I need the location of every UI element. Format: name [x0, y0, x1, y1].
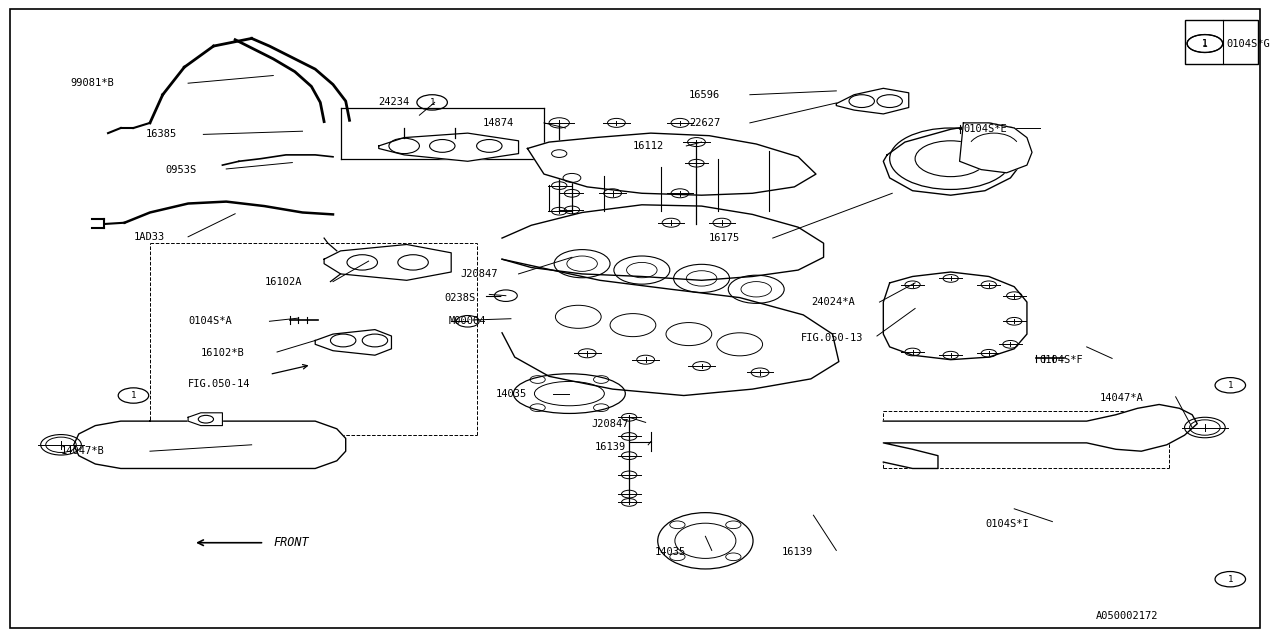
Text: 0953S: 0953S [165, 164, 196, 175]
Text: 1: 1 [131, 391, 136, 400]
Polygon shape [502, 205, 823, 280]
Text: 14035: 14035 [495, 388, 527, 399]
Polygon shape [324, 244, 451, 280]
Text: 1: 1 [1228, 381, 1233, 390]
Text: J20847: J20847 [591, 419, 628, 429]
Text: 1: 1 [1228, 575, 1233, 584]
Text: J20847: J20847 [460, 269, 498, 279]
Polygon shape [379, 133, 518, 161]
Text: 0238S: 0238S [445, 292, 476, 303]
Text: 0104S*G: 0104S*G [1226, 38, 1270, 49]
Text: 14047*A: 14047*A [1100, 393, 1143, 403]
Text: FRONT: FRONT [273, 536, 308, 549]
Text: 1AD33: 1AD33 [133, 232, 165, 242]
Text: 0104S*I: 0104S*I [986, 518, 1029, 529]
Polygon shape [836, 88, 909, 114]
Text: 24024*A: 24024*A [810, 297, 855, 307]
Text: 16175: 16175 [709, 233, 740, 243]
Text: 1: 1 [1202, 39, 1207, 48]
Polygon shape [502, 259, 838, 396]
Text: 0104S*A: 0104S*A [188, 316, 232, 326]
Text: 24234: 24234 [379, 97, 410, 108]
Polygon shape [527, 133, 815, 195]
Text: 14035: 14035 [654, 547, 686, 557]
Text: 0104S*E: 0104S*E [964, 124, 1007, 134]
Text: 16139: 16139 [595, 442, 626, 452]
Polygon shape [315, 330, 392, 355]
Text: 14874: 14874 [483, 118, 515, 128]
Text: 99081*B: 99081*B [70, 78, 114, 88]
Text: 1: 1 [1202, 38, 1208, 49]
Text: 22627: 22627 [689, 118, 721, 128]
Text: M00004: M00004 [449, 316, 486, 326]
Polygon shape [188, 413, 223, 426]
Text: 16102A: 16102A [265, 276, 302, 287]
Polygon shape [883, 404, 1197, 468]
Text: 16102*B: 16102*B [201, 348, 244, 358]
Polygon shape [883, 123, 1027, 195]
Text: 14047*B: 14047*B [61, 446, 105, 456]
Text: 16596: 16596 [689, 90, 721, 100]
Text: FIG.050-14: FIG.050-14 [188, 379, 251, 389]
Polygon shape [74, 421, 346, 468]
Bar [1184, 20, 1258, 64]
Text: A050002172: A050002172 [1096, 611, 1158, 621]
Text: 16139: 16139 [782, 547, 813, 557]
Text: 16112: 16112 [632, 141, 664, 151]
Text: FIG.050-13: FIG.050-13 [801, 333, 863, 343]
Text: 16385: 16385 [146, 129, 178, 140]
Polygon shape [883, 272, 1027, 360]
Text: 0104S*F: 0104S*F [1039, 355, 1083, 365]
Text: 1: 1 [430, 98, 435, 107]
Polygon shape [960, 123, 1032, 173]
